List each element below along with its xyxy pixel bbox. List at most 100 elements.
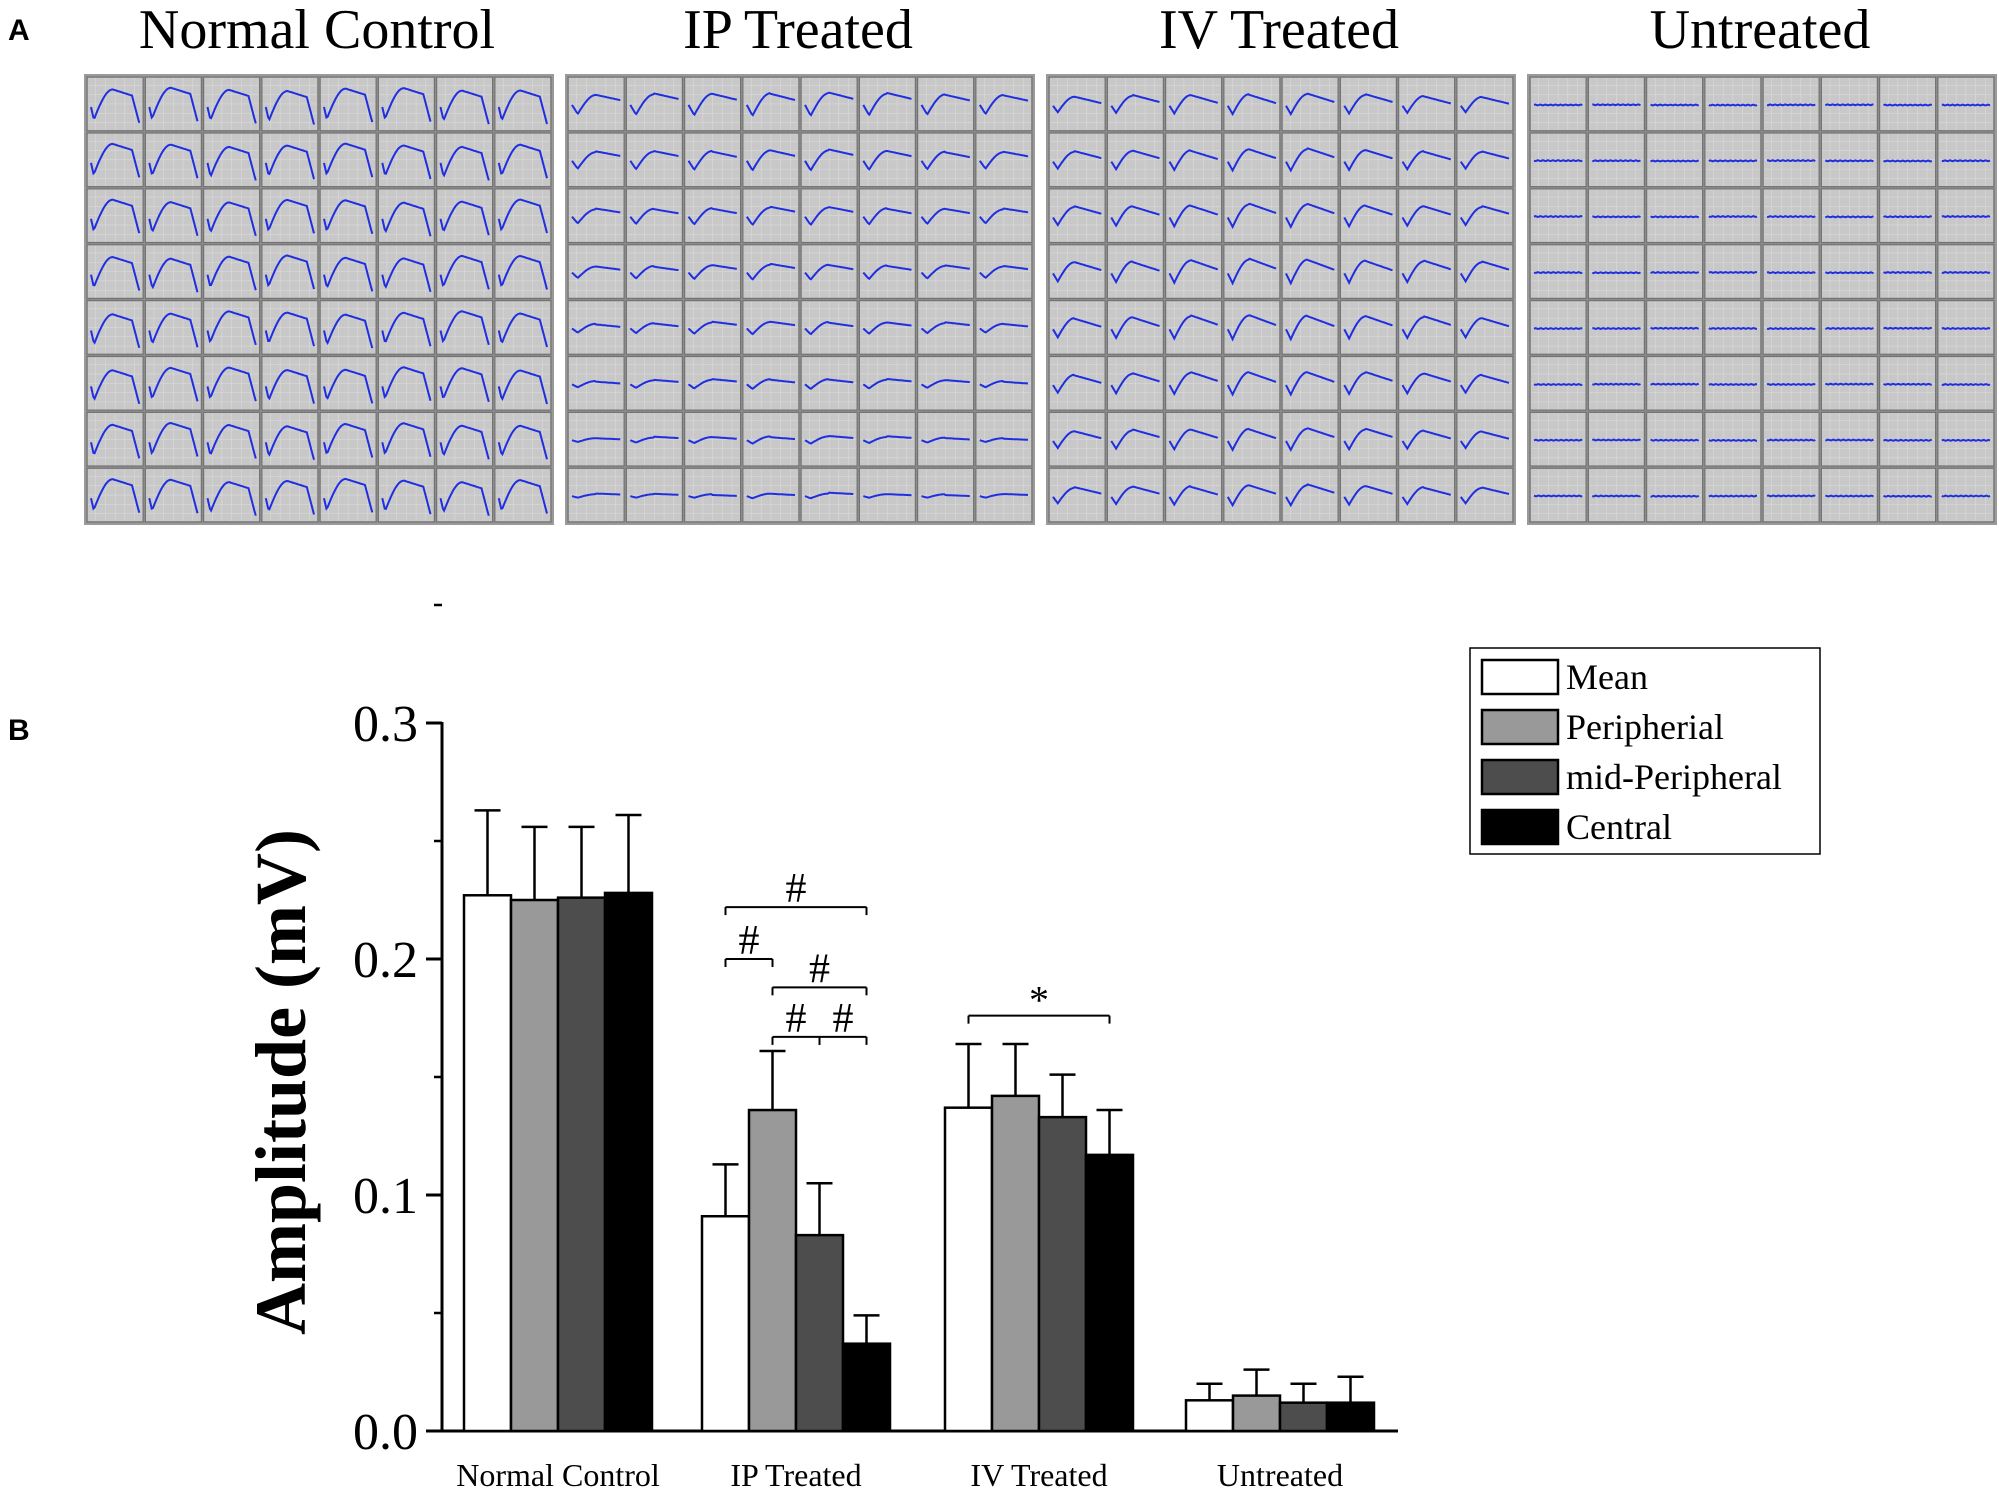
waveform-trace: [264, 144, 315, 180]
waveform-trace: [1226, 202, 1277, 230]
waveform-trace: [804, 148, 854, 172]
waveform-trace: [862, 207, 912, 226]
waveform-trace: [323, 87, 374, 123]
waveform-trace: [1825, 494, 1874, 498]
significance-marker: #: [809, 946, 830, 992]
waveform-trace: [1052, 430, 1102, 450]
waveform-trace: [1533, 215, 1583, 219]
waveform-trace: [90, 198, 141, 234]
waveform-trace: [629, 322, 679, 335]
waveform-trace: [979, 437, 1029, 443]
waveform-trace: [1460, 95, 1510, 114]
waveform-trace: [1401, 259, 1452, 285]
waveform-trace: [979, 379, 1029, 389]
y-tick-label: 0.2: [353, 932, 418, 989]
waveform-trace: [1708, 382, 1758, 386]
waveform-trace: [148, 86, 199, 122]
waveform-trace: [1708, 159, 1758, 163]
waveform-trace: [862, 435, 912, 444]
waveform-trace: [688, 435, 737, 444]
waveform-trace: [381, 87, 432, 122]
waveform-trace: [1168, 485, 1219, 507]
waveform-trace: [1824, 103, 1874, 107]
waveform-trace: [1168, 259, 1219, 285]
waveform-trace: [439, 481, 490, 516]
waveform-trace: [1766, 327, 1816, 331]
waveform-trace: [1343, 204, 1393, 229]
waveform-trace: [148, 478, 199, 514]
waveform-trace: [439, 145, 490, 181]
waveform-trace: [381, 422, 432, 458]
waveform-trace: [1825, 326, 1874, 330]
waveform-trace: [920, 207, 970, 225]
waveform-trace: [323, 256, 374, 292]
waveform-trace: [1168, 149, 1219, 172]
waveform-trace: [1110, 205, 1160, 228]
waveform-trace: [1285, 427, 1335, 453]
waveform-trace: [90, 142, 141, 178]
waveform-trace: [687, 207, 738, 226]
waveform-trace: [1052, 317, 1102, 340]
waveform-trace: [1766, 382, 1816, 386]
waveform-trace: [1401, 372, 1452, 396]
waveform-trace: [1460, 486, 1510, 505]
waveform-trace: [978, 150, 1029, 170]
waveform-trace: [1459, 317, 1510, 340]
waveform-trace: [920, 264, 970, 280]
waveform-trace: [323, 368, 374, 404]
bar-2-0: [943, 1106, 994, 1433]
legend-label: Mean: [1566, 657, 1648, 697]
waveform-trace: [1052, 95, 1102, 114]
waveform-trace: [381, 311, 432, 347]
waveform-trace: [1941, 327, 1991, 330]
waveform-trace: [804, 378, 854, 390]
waveform-trace: [264, 425, 315, 461]
waveform-trace: [1459, 373, 1510, 395]
waveform-trace: [1941, 270, 1991, 274]
waveform-trace: [1824, 215, 1874, 219]
waveform-trace: [497, 89, 548, 125]
waveform-trace: [862, 321, 912, 335]
waveform-grid-normal: [84, 74, 554, 525]
waveform-trace: [1401, 486, 1452, 506]
legend-label: Central: [1566, 807, 1672, 847]
waveform-trace: [1650, 382, 1700, 386]
waveform-trace: [206, 145, 257, 181]
waveform-trace: [439, 200, 490, 236]
waveform-trace: [323, 477, 374, 513]
waveform-trace: [1459, 205, 1510, 227]
waveform-trace: [90, 313, 141, 349]
waveform-grid-flat: [1527, 74, 1997, 525]
y-tick-label: 0.1: [353, 1168, 418, 1225]
waveform-trace: [1650, 326, 1700, 330]
waveform-trace: [148, 201, 199, 236]
waveform-trace: [1766, 271, 1816, 275]
waveform-trace: [1226, 427, 1277, 453]
waveform-trace: [1591, 438, 1641, 442]
waveform-trace: [381, 479, 432, 515]
waveform-trace: [1285, 147, 1335, 173]
waveform-trace: [1110, 428, 1160, 451]
waveform-trace: [497, 479, 548, 514]
waveform-trace: [746, 320, 796, 336]
waveform-trace: [1533, 382, 1583, 386]
waveform-trace: [439, 254, 490, 290]
waveform-trace: [497, 143, 548, 179]
waveform-trace: [206, 88, 257, 124]
waveform-trace: [862, 377, 912, 390]
waveform-trace: [1533, 327, 1583, 331]
waveform-grid-ip: [565, 74, 1035, 525]
waveform-trace: [629, 150, 679, 171]
waveform-trace: [1459, 260, 1510, 284]
waveform-trace: [1941, 103, 1991, 107]
waveform-trace: [979, 207, 1029, 225]
waveform-trace: [1883, 438, 1932, 442]
x-tick-label: IV Treated: [970, 1457, 1107, 1491]
waveform-trace: [323, 199, 374, 235]
waveform-trace: [1052, 373, 1102, 395]
waveform-trace: [1110, 260, 1160, 285]
waveform-trace: [1708, 326, 1758, 330]
waveform-trace: [1401, 429, 1452, 451]
panel-b-label: B: [8, 714, 30, 747]
waveform-trace: [1708, 103, 1758, 107]
